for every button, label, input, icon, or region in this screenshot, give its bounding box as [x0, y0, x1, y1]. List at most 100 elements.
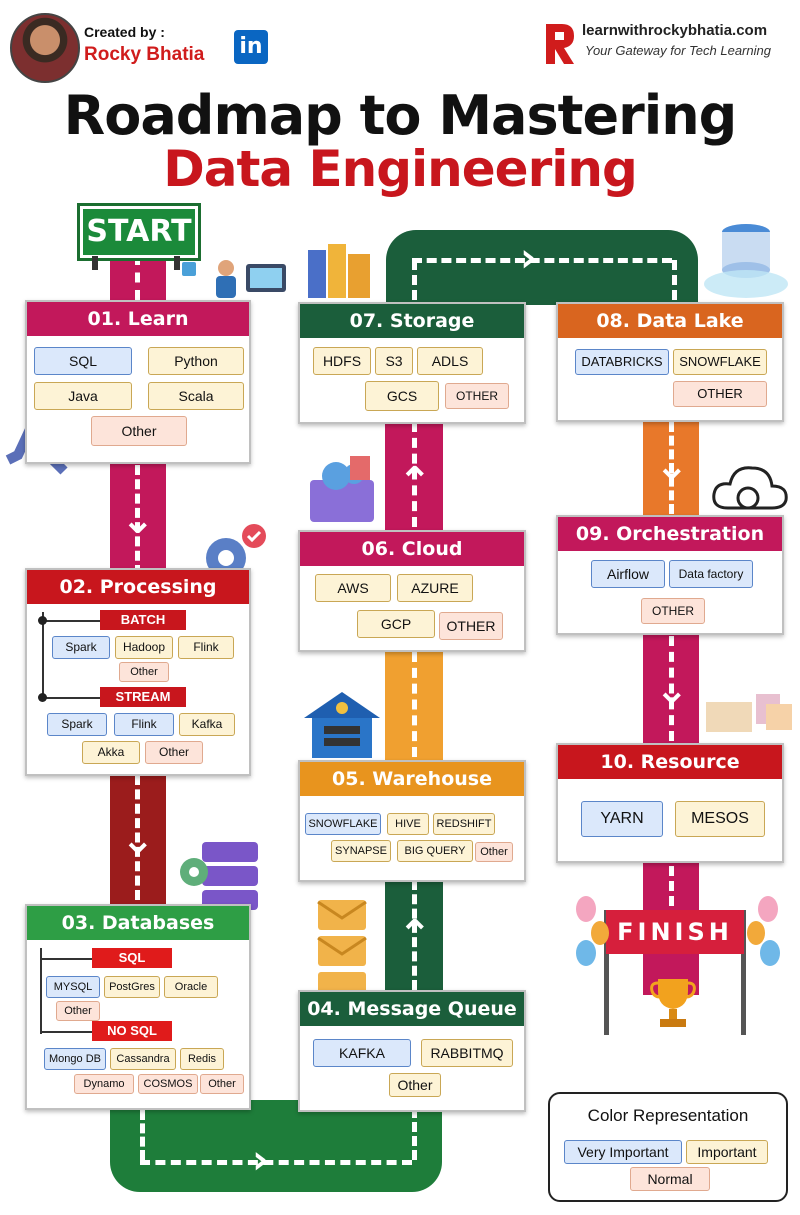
cloud-pill: GCP	[357, 610, 435, 638]
start-sign-post	[92, 256, 98, 270]
linkedin-icon[interactable]: in	[234, 30, 268, 64]
database-icon	[704, 224, 788, 298]
road-dashes	[135, 775, 140, 900]
storage-pill: S3	[375, 347, 413, 375]
lake-pill: OTHER	[673, 381, 767, 407]
created-by-label: Created by :	[84, 24, 165, 40]
batch-label: BATCH	[100, 610, 186, 630]
road-segment	[110, 1105, 166, 1135]
server-icon	[180, 842, 258, 910]
skill-pill: SQL	[34, 347, 132, 375]
db-pill: PostGres	[104, 976, 160, 998]
envelope-icon	[317, 900, 367, 994]
orch-pill: OTHER	[641, 598, 705, 624]
road-arrow-icon: ⌄	[655, 443, 689, 489]
storage-pill: HDFS	[313, 347, 371, 375]
books-icon	[308, 244, 370, 298]
storage-pill: OTHER	[445, 383, 509, 409]
road-arrow-icon: ⌄	[121, 817, 155, 863]
start-sign: START	[77, 203, 201, 261]
warehouse-pill: REDSHIFT	[433, 813, 495, 835]
lake-pill: DATABRICKS	[575, 349, 669, 375]
storage-pill: GCS	[365, 381, 439, 411]
skill-pill: Scala	[148, 382, 244, 410]
legend-title: Color Representation	[587, 1106, 749, 1125]
road-dashes	[135, 255, 140, 300]
step-04-card: 04. Message Queue KAFKA RABBITMQ Other	[298, 990, 526, 1112]
site-url[interactable]: learnwithrockybhatia.com	[582, 22, 768, 39]
step-03-card: 03. Databases SQL MYSQL PostGres Oracle …	[25, 904, 251, 1110]
legend-important: Important	[686, 1140, 768, 1164]
road-dashes	[412, 260, 417, 300]
tool-pill: Other	[145, 741, 203, 764]
page-title-line1: Roadmap to Mastering	[63, 84, 738, 147]
tool-pill: Akka	[82, 741, 140, 764]
mq-pill: RABBITMQ	[421, 1039, 513, 1067]
step-01-card: 01. Learn Programming SQL Python Java Sc…	[25, 300, 251, 464]
legend-normal: Normal	[630, 1167, 710, 1191]
tool-pill: Other	[119, 662, 169, 682]
cloud-pill: AZURE	[397, 574, 473, 602]
tree-line	[42, 620, 100, 622]
skill-pill: Other	[91, 416, 187, 446]
road-dashes	[412, 258, 672, 263]
step-01-title: 01. Learn Programming	[27, 302, 249, 364]
tool-pill: Flink	[114, 713, 174, 736]
tree-node	[38, 693, 47, 702]
tool-pill: Flink	[178, 636, 234, 659]
road-arrow-icon: ⌃	[398, 912, 432, 958]
skill-pill: Java	[34, 382, 132, 410]
mq-pill: Other	[389, 1073, 441, 1097]
author-avatar	[10, 13, 80, 83]
tree-line	[40, 948, 42, 1034]
road-dashes	[135, 465, 140, 575]
step-05-title: 05. Warehouse	[300, 762, 524, 796]
mq-pill: KAFKA	[313, 1039, 411, 1067]
road-dashes	[140, 1110, 145, 1160]
finish-post	[741, 910, 746, 1035]
road-arrow-icon: ⌄	[655, 667, 689, 713]
road-dashes	[669, 422, 674, 514]
warehouse-pill: SYNAPSE	[331, 840, 391, 862]
cloud-pill: AWS	[315, 574, 391, 602]
db-pill: COSMOS	[138, 1074, 198, 1094]
warehouse-pill: HIVE	[387, 813, 429, 835]
step-03-title: 03. Databases	[27, 906, 249, 940]
step-06-title: 06. Cloud Computing	[300, 532, 524, 594]
legend-very-important: Very Important	[564, 1140, 682, 1164]
author-name: Rocky Bhatia	[84, 44, 205, 65]
db-pill: MYSQL	[46, 976, 100, 998]
dashboard-icon	[706, 694, 792, 732]
warehouse-pill: SNOWFLAKE	[305, 813, 381, 835]
nosql-label: NO SQL	[92, 1021, 172, 1041]
developer-illustration-icon	[182, 260, 286, 298]
tree-line	[42, 697, 100, 699]
road-dashes	[412, 1108, 417, 1160]
db-pill: Dynamo	[74, 1074, 134, 1094]
tree-line	[42, 612, 44, 700]
step-09-card: 09. Orchestration Airflow Data factory O…	[556, 515, 784, 635]
step-10-card: 10. Resource Manager YARN MESOS	[556, 743, 784, 863]
step-06-card: 06. Cloud Computing AWS AZURE GCP OTHER	[298, 530, 526, 652]
db-pill: Cassandra	[110, 1048, 176, 1070]
color-legend: Color Representation Very Important Impo…	[548, 1092, 788, 1202]
skill-pill: Python	[148, 347, 244, 375]
step-02-card: 02. Processing BATCH Spark Hadoop Flink …	[25, 568, 251, 776]
road-dashes	[672, 260, 677, 300]
road-arrow-icon: ›	[520, 235, 537, 281]
stream-label: STREAM	[100, 687, 186, 707]
road-dashes	[140, 1160, 412, 1165]
cloud-gear-icon	[712, 466, 788, 510]
start-sign-post	[174, 256, 180, 270]
db-pill: Mongo DB	[44, 1048, 106, 1070]
road-dashes	[412, 422, 417, 527]
road-dashes	[412, 652, 417, 757]
road-dashes	[669, 636, 674, 741]
db-pill: Redis	[180, 1048, 224, 1070]
step-04-title: 04. Message Queue	[300, 992, 524, 1026]
tree-node	[38, 616, 47, 625]
db-pill: Other	[200, 1074, 244, 1094]
step-05-card: 05. Warehouse SNOWFLAKE HIVE REDSHIFT SY…	[298, 760, 526, 882]
warehouse-pill: BIG QUERY	[397, 840, 473, 862]
lake-pill: SNOWFLAKE	[673, 349, 767, 375]
